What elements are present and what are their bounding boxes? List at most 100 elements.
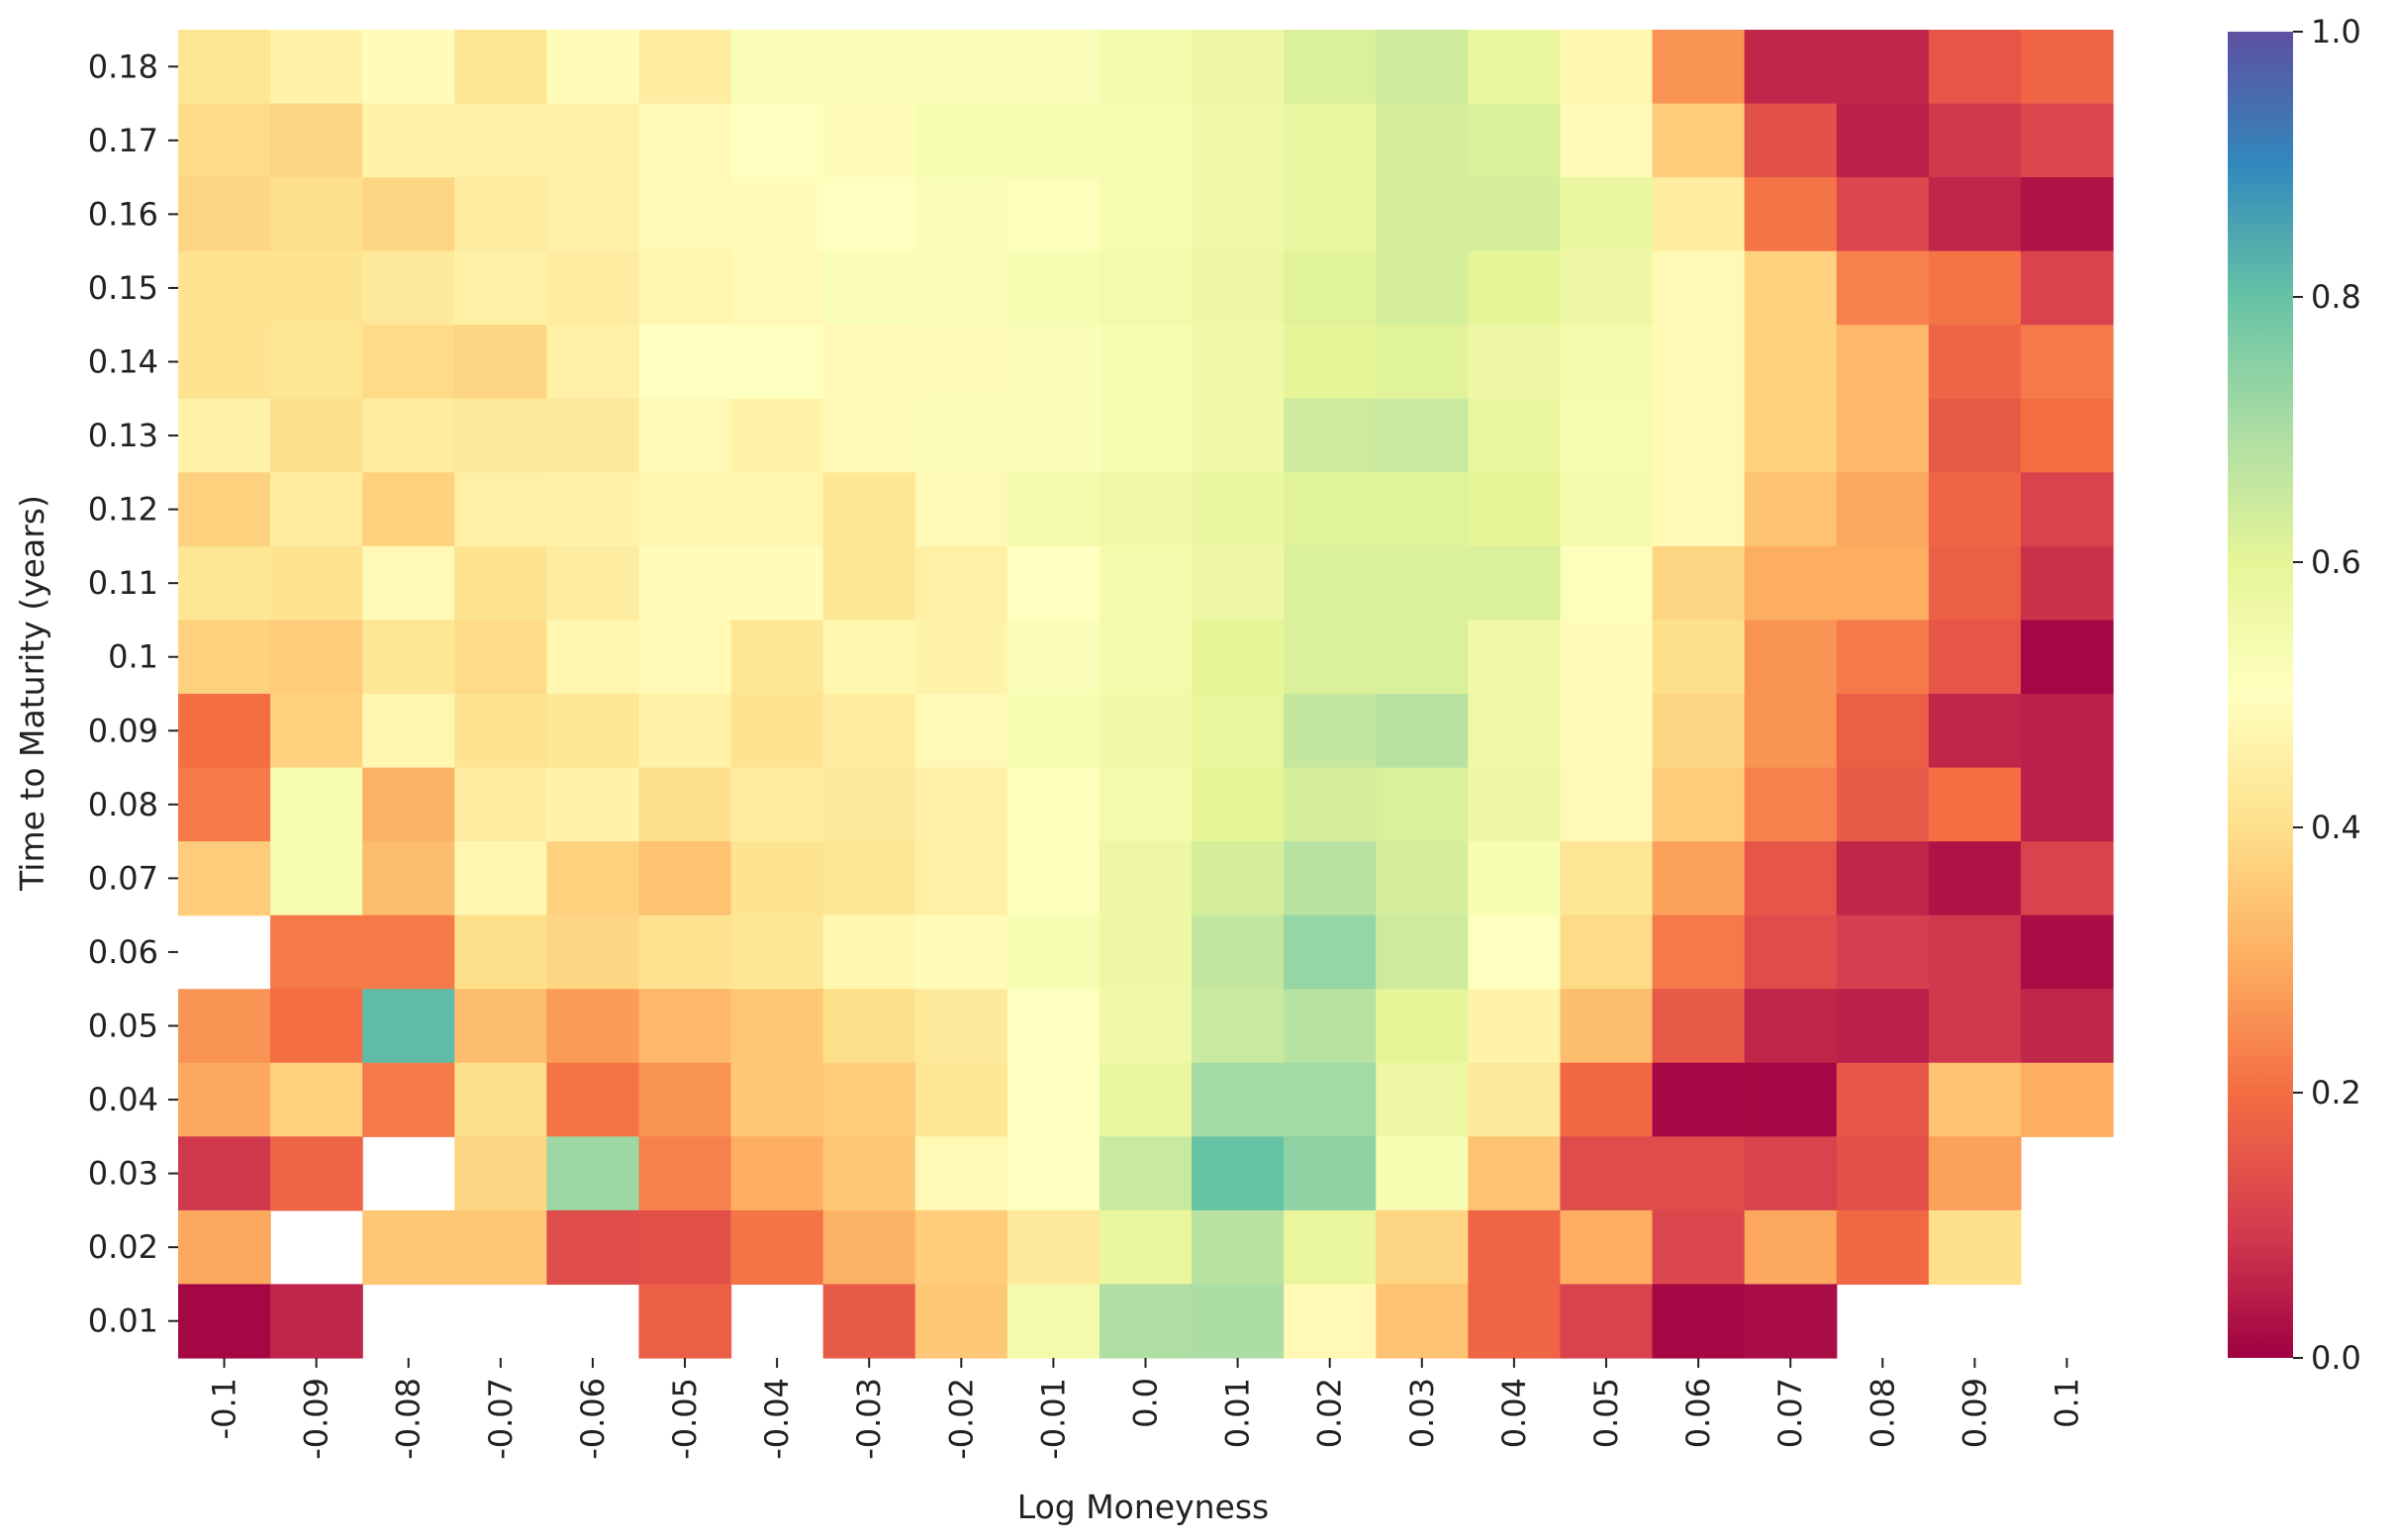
x-tick-label: 0.1 — [2048, 1378, 2085, 1428]
heatmap-cell — [270, 545, 363, 622]
heatmap-cell — [1099, 250, 1193, 326]
x-tick-label: -0.08 — [390, 1378, 428, 1460]
heatmap-cell — [1836, 1209, 1930, 1286]
heatmap-cell — [914, 1209, 1008, 1286]
x-tick-label: -0.06 — [574, 1378, 612, 1460]
heatmap-cell — [2020, 620, 2114, 695]
heatmap-cell — [1192, 545, 1285, 622]
heatmap-cell — [1836, 177, 1930, 252]
heatmap-cell — [638, 767, 732, 842]
heatmap-cell — [546, 694, 640, 769]
heatmap-cell — [730, 767, 824, 842]
heatmap-cell — [362, 472, 455, 547]
heatmap-cell — [362, 398, 455, 473]
heatmap-cell — [454, 177, 547, 252]
heatmap-cell — [1836, 914, 1930, 990]
heatmap-cell — [1006, 545, 1100, 622]
heatmap-cell — [1744, 767, 1838, 842]
heatmap-cell — [1928, 472, 2022, 547]
heatmap-cell — [1836, 1136, 1930, 1211]
heatmap-cell — [1468, 620, 1562, 695]
heatmap-cell — [638, 325, 732, 400]
heatmap-cell — [638, 1209, 732, 1286]
heatmap-cell — [730, 250, 824, 326]
heatmap-cell — [1006, 1062, 1100, 1137]
heatmap-cell — [1560, 545, 1654, 622]
heatmap-cell — [2020, 1062, 2114, 1137]
heatmap-cell — [638, 914, 732, 990]
heatmap-cell — [1928, 545, 2022, 622]
heatmap-cell — [454, 841, 547, 916]
heatmap-cell — [914, 398, 1008, 473]
heatmap-cell — [1468, 250, 1562, 326]
heatmap-cell — [1006, 767, 1100, 842]
heatmap-cell — [1744, 620, 1838, 695]
heatmap-cell — [1744, 30, 1838, 105]
heatmap-cell — [1006, 30, 1100, 105]
heatmap-cell — [454, 103, 547, 178]
heatmap-cell — [1192, 767, 1285, 842]
heatmap-cell — [454, 1136, 547, 1211]
heatmap-cell — [1744, 1136, 1838, 1211]
heatmap-cell — [1744, 841, 1838, 916]
heatmap-cell — [1560, 398, 1654, 473]
x-tick-label: -0.01 — [1034, 1378, 1072, 1460]
heatmap-cell — [1006, 620, 1100, 695]
heatmap-cell — [638, 1136, 732, 1211]
heatmap-cell — [1099, 767, 1193, 842]
heatmap-cell — [546, 767, 640, 842]
heatmap-cell — [1192, 1136, 1285, 1211]
heatmap-cell — [914, 694, 1008, 769]
y-tick-label: 0.07 — [88, 859, 158, 897]
heatmap-cell — [1099, 472, 1193, 547]
heatmap-cell — [546, 841, 640, 916]
heatmap-cell — [270, 694, 363, 769]
heatmap-cell — [178, 1284, 271, 1359]
heatmap-cell — [1652, 694, 1746, 769]
heatmap-cell — [1284, 472, 1377, 547]
x-tick-label: 0.03 — [1403, 1378, 1441, 1448]
heatmap-cell — [1376, 325, 1469, 400]
x-tick-label: 0.09 — [1956, 1378, 1993, 1448]
heatmap-cell — [1560, 1209, 1654, 1286]
heatmap-cell — [730, 177, 824, 252]
heatmap-cell — [638, 177, 732, 252]
heatmap-cell — [546, 103, 640, 178]
heatmap-cell — [1284, 177, 1377, 252]
heatmap-cell — [1376, 177, 1469, 252]
heatmap-cell — [454, 914, 547, 990]
heatmap-cell — [1652, 1284, 1746, 1359]
x-axis-ticks: -0.1 -0.09 -0.08 -0.07 -0.06 -0.05 -0.04 -0.03 -… — [206, 1358, 2085, 1460]
heatmap-cell — [362, 325, 455, 400]
heatmap-cell — [730, 398, 824, 473]
heatmap-cell — [1376, 989, 1469, 1064]
heatmap-cell — [178, 841, 271, 916]
heatmap-cell — [1284, 767, 1377, 842]
heatmap-cell — [1744, 694, 1838, 769]
heatmap-cell — [454, 30, 547, 105]
heatmap-cell — [1652, 30, 1746, 105]
heatmap-cell — [178, 472, 271, 547]
heatmap-cell — [454, 250, 547, 326]
heatmap-cell — [546, 472, 640, 547]
heatmap-cell — [270, 1136, 363, 1211]
heatmap-cell — [1468, 103, 1562, 178]
x-tick-label: 0.01 — [1219, 1378, 1257, 1448]
heatmap-cell — [1652, 1136, 1746, 1211]
y-tick-label: 0.08 — [88, 786, 158, 823]
heatmap-cell — [1744, 1209, 1838, 1286]
heatmap-cell — [914, 250, 1008, 326]
colorbar: 0.0 0.2 0.4 0.6 0.8 1.0 — [2228, 13, 2361, 1377]
heatmap-cell — [1560, 1284, 1654, 1359]
heatmap-cell — [362, 545, 455, 622]
heatmap-cell — [1468, 1284, 1562, 1359]
heatmap-cell — [1006, 914, 1100, 990]
heatmap-cell — [1928, 1209, 2022, 1286]
heatmap-cell — [178, 398, 271, 473]
heatmap-cell — [1744, 989, 1838, 1064]
heatmap-cell — [638, 250, 732, 326]
heatmap-cell — [914, 1284, 1008, 1359]
heatmap-cell — [362, 1062, 455, 1137]
heatmap-cell — [1836, 694, 1930, 769]
heatmap-cell — [1468, 472, 1562, 547]
